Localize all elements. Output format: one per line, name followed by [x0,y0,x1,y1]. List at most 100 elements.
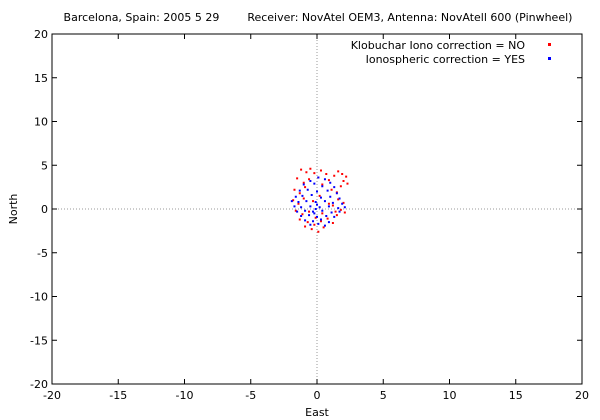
point-ionospheric-yes [331,201,334,204]
point-klobuchar-no [309,167,312,170]
point-klobuchar-no [345,175,348,178]
y-axis-label: North [7,194,20,225]
point-klobuchar-no [308,210,311,213]
point-ionospheric-yes [317,176,320,179]
point-klobuchar-no [330,188,333,191]
point-ionospheric-yes [333,215,336,218]
y-tick-label: -20 [30,378,48,391]
y-tick-label: 5 [41,159,48,172]
point-ionospheric-yes [319,218,322,221]
point-klobuchar-no [313,223,316,226]
point-ionospheric-yes [301,194,304,197]
point-ionospheric-yes [293,205,296,208]
point-klobuchar-no [304,186,307,189]
legend-label-klobuchar: Klobuchar Iono correction = NO [351,39,526,52]
point-klobuchar-no [343,211,346,214]
x-tick-label: 10 [443,389,457,402]
point-klobuchar-no [296,177,299,180]
point-klobuchar-no [304,225,307,228]
point-klobuchar-no [298,192,301,195]
data-points [290,167,349,233]
point-klobuchar-no [331,222,334,224]
point-ionospheric-yes [323,224,326,227]
point-ionospheric-yes [312,220,315,223]
point-klobuchar-no [339,185,342,188]
point-ionospheric-yes [333,186,336,189]
x-tick-label: 20 [575,389,589,402]
y-tick-label: 15 [34,72,48,85]
point-klobuchar-no [302,197,305,200]
point-klobuchar-no [312,200,315,203]
y-tick-label: 10 [34,116,48,129]
point-ionospheric-yes [294,195,297,198]
point-klobuchar-no [318,194,321,197]
x-tick-label: -20 [43,389,61,402]
y-tick-label: 20 [34,28,48,41]
point-klobuchar-no [300,168,303,171]
point-klobuchar-no [339,208,342,211]
y-tick-label: 0 [41,203,48,216]
point-klobuchar-no [297,202,300,205]
point-ionospheric-yes [341,202,344,205]
point-klobuchar-no [333,174,336,177]
point-ionospheric-yes [309,180,312,182]
point-ionospheric-yes [335,192,338,195]
point-klobuchar-no [331,204,334,207]
point-klobuchar-no [337,198,340,201]
chart-title: Barcelona, Spain: 2005 5 29 Receiver: No… [64,11,573,24]
point-ionospheric-yes [327,221,330,224]
point-klobuchar-no [341,173,344,175]
y-tick-label: -5 [37,247,48,260]
y-tick-label: -15 [30,334,48,347]
point-ionospheric-yes [343,206,346,209]
point-klobuchar-no [308,178,311,181]
point-ionospheric-yes [300,215,303,217]
point-klobuchar-no [334,210,337,213]
point-ionospheric-yes [296,210,299,213]
x-tick-label: 5 [380,389,387,402]
x-tick-label: -10 [176,389,194,402]
x-tick-label: -5 [245,389,256,402]
point-klobuchar-no [327,202,330,205]
point-ionospheric-yes [323,200,326,203]
point-klobuchar-no [319,220,322,223]
point-klobuchar-no [313,172,316,175]
point-ionospheric-yes [302,183,305,186]
point-klobuchar-no [302,181,305,184]
point-klobuchar-no [294,209,297,212]
point-ionospheric-yes [325,215,328,217]
point-ionospheric-yes [316,190,318,193]
point-klobuchar-no [305,171,308,174]
point-ionospheric-yes [308,214,311,217]
point-klobuchar-no [298,218,301,221]
point-ionospheric-yes [309,205,312,208]
point-ionospheric-yes [304,209,307,212]
point-klobuchar-no [335,214,338,217]
point-ionospheric-yes [314,201,317,203]
point-klobuchar-no [293,188,296,191]
point-ionospheric-yes [319,196,322,199]
point-ionospheric-yes [321,185,324,188]
legend-marker-ionospheric [548,57,551,60]
legend-label-ionospheric: Ionospheric correction = YES [366,53,525,66]
point-ionospheric-yes [313,212,316,215]
point-ionospheric-yes [316,215,318,218]
point-klobuchar-no [314,216,317,219]
point-ionospheric-yes [326,189,329,192]
point-ionospheric-yes [323,178,326,181]
point-ionospheric-yes [290,200,293,203]
x-axis: -20 -15 -10 -5 0 5 10 15 20 [43,34,589,402]
y-tick-label: -10 [30,291,48,304]
point-ionospheric-yes [317,222,320,225]
point-klobuchar-no [306,221,309,224]
y-axis: -20 -15 -10 -5 0 5 10 15 20 [30,28,582,391]
point-ionospheric-yes [313,182,316,185]
point-klobuchar-no [346,182,349,185]
point-klobuchar-no [321,212,324,215]
point-klobuchar-no [321,183,324,186]
point-ionospheric-yes [298,189,301,192]
point-klobuchar-no [342,201,345,204]
point-ionospheric-yes [338,197,341,200]
point-klobuchar-no [317,230,320,233]
point-klobuchar-no [342,180,345,182]
